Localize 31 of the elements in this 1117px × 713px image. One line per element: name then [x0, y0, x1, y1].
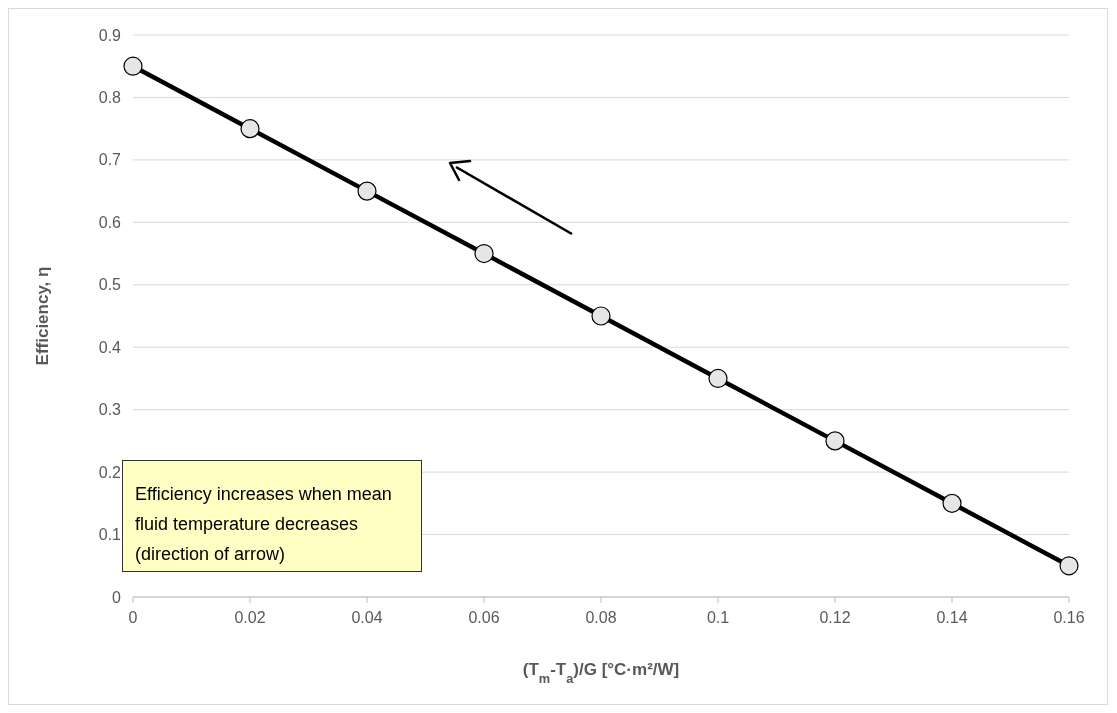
y-tick-label: 0.4	[98, 338, 122, 356]
y-tick-label: 0.2	[98, 463, 122, 481]
y-tick-label: 0.9	[98, 26, 122, 44]
point	[942, 493, 962, 513]
y-tick-label: 0.5	[98, 276, 122, 294]
point	[1059, 556, 1079, 576]
point	[357, 181, 377, 201]
x-tick-label: 0.14	[936, 609, 968, 626]
x-axis-title: (T$_{m}$-T$_{a}$)/G [°C·m²/W]	[522, 660, 680, 686]
point	[591, 306, 611, 326]
point	[240, 119, 260, 139]
x-tick-label: 0.16	[1053, 609, 1085, 626]
y-axis-title: Efficiency, η	[33, 266, 52, 366]
x-tick-label: 0.02	[234, 609, 266, 626]
y-tick-label: 0.1	[98, 526, 122, 544]
y-tick-label: 0.3	[98, 401, 122, 419]
y-tick-label: 0.8	[98, 89, 122, 107]
y-tick-label: 0.7	[98, 151, 122, 169]
point	[123, 56, 143, 76]
point	[708, 368, 728, 389]
point	[825, 431, 845, 451]
x-tick-label: 0.08	[585, 609, 617, 626]
y-tick-label: 0	[112, 588, 122, 606]
x-tick-label: 0	[128, 609, 138, 626]
x-tick-label: 0.06	[468, 609, 500, 626]
y-tick-label: 0.6	[98, 213, 122, 231]
x-tick-label: 0.04	[351, 609, 383, 626]
point	[474, 243, 494, 264]
x-tick-label: 0.12	[819, 609, 851, 626]
x-tick-label: 0.1	[706, 609, 730, 626]
annotation: Efficiency increases when mean fluid temperature decreases (direction of arrow)	[122, 460, 422, 572]
